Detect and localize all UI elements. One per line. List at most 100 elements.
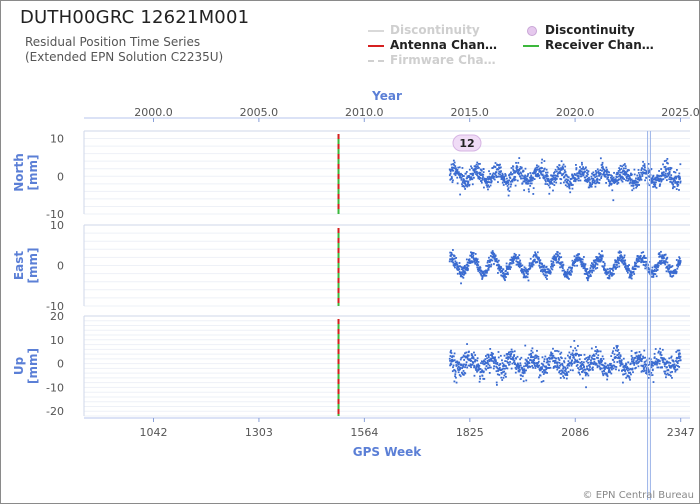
- data-point: [514, 171, 517, 174]
- data-point: [492, 166, 494, 169]
- data-point: [502, 363, 505, 366]
- data-point: [618, 359, 621, 362]
- data-point: [544, 369, 546, 372]
- data-point: [534, 254, 537, 257]
- data-point: [618, 250, 621, 253]
- data-point: [462, 271, 465, 273]
- data-point: [492, 177, 495, 180]
- data-point: [642, 263, 645, 266]
- data-point: [571, 362, 574, 365]
- data-point: [566, 372, 568, 375]
- data-point: [450, 163, 453, 166]
- data-point: [484, 271, 487, 274]
- data-point: [614, 259, 617, 262]
- data-point: [545, 171, 547, 174]
- data-point: [507, 183, 510, 186]
- data-point: [472, 252, 475, 254]
- data-point: [495, 360, 497, 363]
- data-point: [584, 167, 587, 170]
- data-point: [678, 172, 681, 175]
- data-point: [510, 348, 513, 351]
- data-point: [486, 271, 488, 274]
- data-point: [453, 359, 456, 362]
- data-point: [461, 356, 464, 359]
- data-point: [593, 180, 596, 182]
- data-point: [591, 265, 594, 268]
- data-point: [636, 358, 639, 361]
- legend-item-antenna-change[interactable]: Antenna Chan…: [368, 38, 497, 52]
- data-point: [675, 360, 677, 362]
- data-point: [666, 175, 669, 178]
- data-point: [601, 359, 603, 362]
- data-point: [543, 160, 546, 162]
- data-point: [665, 175, 668, 178]
- legend-item-discontinuity-line[interactable]: Discontinuity: [368, 23, 480, 37]
- data-point: [570, 273, 572, 276]
- data-point: [516, 365, 518, 368]
- data-point: [664, 372, 666, 375]
- data-point: [658, 180, 661, 183]
- data-point: [675, 176, 678, 179]
- data-point: [656, 175, 659, 178]
- data-point: [480, 274, 483, 277]
- data-point: [552, 367, 555, 369]
- data-point: [597, 181, 600, 184]
- data-point: [527, 180, 529, 183]
- data-point: [465, 351, 468, 354]
- data-point: [509, 361, 511, 363]
- data-point: [506, 180, 509, 182]
- data-point: [497, 175, 500, 178]
- data-point: [493, 178, 496, 181]
- data-point: [486, 178, 488, 180]
- data-point: [675, 351, 678, 353]
- data-point: [508, 265, 511, 268]
- data-point: [459, 174, 461, 177]
- legend-item-firmware-change[interactable]: Firmware Cha…: [368, 53, 496, 67]
- data-point: [673, 171, 675, 173]
- data-point: [526, 269, 529, 272]
- data-point: [667, 361, 670, 364]
- data-point: [587, 277, 590, 279]
- data-point: [651, 176, 654, 179]
- data-point: [477, 163, 480, 165]
- data-point: [648, 357, 651, 360]
- data-point: [546, 357, 549, 360]
- legend-item-receiver-change[interactable]: Receiver Chan…: [523, 38, 654, 52]
- data-point: [591, 172, 593, 175]
- data-point: [679, 177, 681, 180]
- data-point: [616, 361, 619, 363]
- data-point: [557, 167, 560, 169]
- data-point: [507, 187, 510, 190]
- data-point: [654, 362, 657, 365]
- data-point: [478, 271, 481, 274]
- data-point: [577, 367, 579, 369]
- data-point: [603, 267, 605, 270]
- data-point: [512, 165, 515, 168]
- data-point: [483, 186, 485, 189]
- data-point: [509, 350, 512, 353]
- data-point: [662, 358, 665, 361]
- data-point: [528, 262, 531, 265]
- data-point: [596, 256, 599, 259]
- data-point: [584, 263, 587, 266]
- data-point: [466, 261, 469, 264]
- data-point: [609, 364, 612, 367]
- data-point: [572, 175, 575, 177]
- top-axis-tick-label: 2010.0: [345, 106, 384, 119]
- data-point: [460, 178, 463, 181]
- data-point: [495, 383, 498, 386]
- data-point: [451, 181, 454, 184]
- data-point: [591, 262, 593, 265]
- data-point: [477, 166, 480, 169]
- data-point: [560, 256, 563, 259]
- data-point: [489, 265, 491, 268]
- data-point: [559, 372, 562, 375]
- data-point: [535, 356, 538, 359]
- data-point: [489, 255, 492, 257]
- legend-item-discontinuity-dot[interactable]: Discontinuity: [523, 23, 635, 37]
- data-point: [553, 178, 556, 180]
- data-point: [519, 378, 522, 380]
- data-point: [613, 361, 616, 363]
- data-point: [575, 178, 578, 181]
